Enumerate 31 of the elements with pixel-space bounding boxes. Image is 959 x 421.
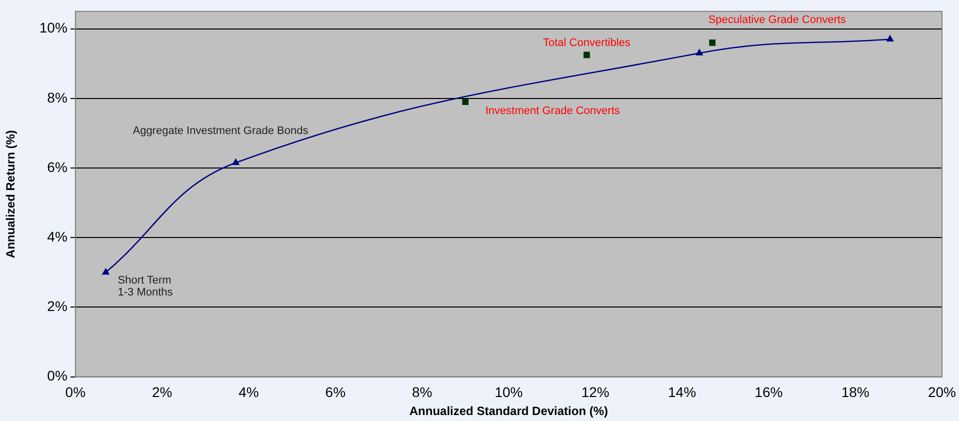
y-tick-label: 4% xyxy=(47,228,68,244)
point xyxy=(886,34,894,42)
x-tick-label: 0% xyxy=(65,384,86,400)
y-tick-label: 6% xyxy=(47,158,68,175)
annotation: Investment Grade Converts xyxy=(485,104,620,117)
x-tick-label: 4% xyxy=(238,384,259,400)
x-axis-title: Annualized Standard Deviation (%) xyxy=(409,404,608,418)
x-tick-label: 20% xyxy=(928,384,956,400)
y-tick-label: 10% xyxy=(39,20,68,36)
x-tick-label: 10% xyxy=(494,384,523,400)
y-tick-label: 0% xyxy=(47,368,68,384)
x-tick-label: 14% xyxy=(668,384,696,400)
annotation: Total Convertibles xyxy=(542,36,631,49)
point xyxy=(462,98,469,106)
x-tick-label: 8% xyxy=(412,384,432,400)
x-tick-label: 12% xyxy=(581,384,610,400)
x-tick-label: 6% xyxy=(325,384,346,400)
x-tick-label: 2% xyxy=(152,384,172,400)
point xyxy=(584,52,590,58)
annotation: Aggregate Investment Grade Bonds xyxy=(132,124,309,137)
y-tick-label: 8% xyxy=(47,89,68,106)
x-tick-label: 16% xyxy=(754,384,783,400)
point xyxy=(232,158,240,166)
y-tick-label: 2% xyxy=(47,298,68,314)
annotation: Short Term 1-3 Months xyxy=(118,274,174,298)
y-axis-title: Annualized Return (%) xyxy=(4,130,18,258)
x-tick-label: 18% xyxy=(841,384,870,400)
point xyxy=(709,40,716,46)
point xyxy=(695,48,704,56)
point xyxy=(102,268,110,275)
annotation: Speculative Grade Converts xyxy=(708,14,846,26)
